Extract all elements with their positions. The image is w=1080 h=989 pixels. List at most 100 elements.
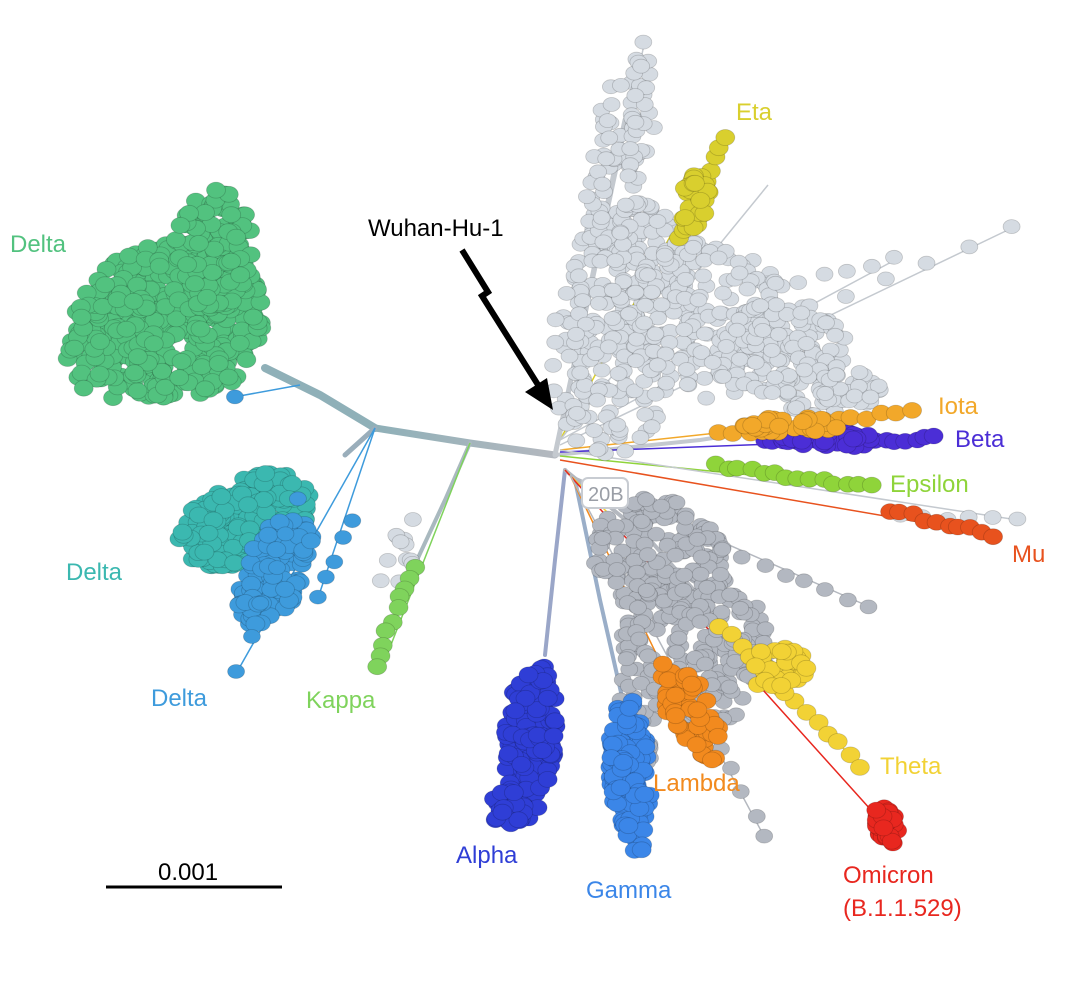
tip-delta-1: [221, 252, 242, 270]
tip-gray-lower: [731, 784, 750, 799]
tip-alpha: [532, 742, 553, 759]
tip-gray: [689, 292, 708, 308]
tip-gray: [590, 295, 608, 311]
tip-gray-lower: [632, 675, 650, 691]
tip-lambda: [658, 671, 679, 689]
tip-gray-lower: [676, 510, 695, 526]
label-delta-2: Delta: [66, 559, 123, 586]
tip-theta: [796, 704, 817, 721]
tip-delta-3: [251, 595, 270, 611]
tip-gray: [656, 346, 675, 362]
branch-delta-3b: [317, 427, 376, 599]
tip-gray: [676, 271, 695, 287]
tip-delta-1: [155, 378, 175, 396]
tip-gray: [838, 263, 856, 279]
label-theta: Theta: [880, 753, 942, 780]
tip-iota: [769, 417, 789, 435]
tip-delta-1: [73, 379, 94, 397]
tip-gray-lower: [674, 582, 693, 598]
tip-gray: [863, 258, 881, 274]
tip-beta: [843, 430, 864, 448]
tip-theta: [721, 625, 742, 643]
label-omicron-sub: (B.1.1.529): [843, 895, 962, 922]
tip-delta-1: [230, 266, 251, 284]
tip-gray: [598, 113, 617, 128]
tip-alpha: [511, 756, 532, 773]
tip-gray: [378, 553, 397, 568]
tip-gray: [769, 326, 788, 342]
tip-gray-lower: [777, 568, 795, 583]
tip-kappa: [388, 599, 409, 616]
tip-delta-1: [165, 231, 186, 249]
tip-gray-lower: [688, 531, 707, 547]
tip-gray-lower: [698, 579, 717, 595]
tip-gray: [614, 274, 633, 290]
tip-mu: [983, 528, 1003, 546]
tip-gray-lower: [747, 809, 766, 824]
reference-arrow: Wuhan-Hu-1: [368, 215, 553, 410]
tip-gray: [643, 284, 661, 300]
tip-gray-lower: [669, 630, 688, 646]
tip-delta-3: [268, 560, 286, 575]
tip-gray: [652, 297, 671, 313]
label-kappa: Kappa: [306, 687, 376, 714]
tip-omicron: [881, 832, 902, 850]
tip-delta-2: [282, 475, 303, 493]
tip-gray: [695, 370, 714, 386]
tip-lambda: [708, 728, 728, 745]
tip-delta-1: [188, 234, 209, 252]
tip-gray: [625, 383, 644, 399]
tip-alpha: [504, 784, 524, 801]
tip-gray-lower: [627, 564, 646, 580]
tip-eta: [690, 191, 711, 209]
tip-gray: [837, 289, 855, 304]
tip-gray: [692, 345, 711, 360]
label-eta: Eta: [736, 99, 773, 126]
tip-lambda: [686, 736, 707, 754]
tip-theta: [827, 733, 848, 750]
tip-theta: [745, 657, 766, 675]
trunk-gamma: [573, 478, 627, 712]
tip-gray: [616, 443, 635, 459]
tip-alpha: [537, 771, 558, 788]
tip-delta-1: [127, 382, 148, 400]
tip-gray: [714, 368, 732, 384]
tip-theta: [808, 714, 829, 731]
tip-gray: [960, 239, 979, 255]
tip-gray: [588, 442, 607, 458]
tip-delta-3: [301, 532, 321, 550]
tip-gray-lower: [691, 614, 710, 630]
tip-delta-3: [276, 526, 295, 542]
trunk-delta-lower: [342, 425, 378, 458]
tip-delta-1: [197, 288, 217, 306]
clade-labels: Delta Delta Delta Kappa Alpha Gamma Lamb…: [10, 99, 1045, 922]
tip-gray: [589, 164, 607, 180]
tip-gray: [1008, 511, 1027, 527]
tip-gray: [568, 405, 586, 421]
scale-bar-label: 0.001: [158, 859, 218, 886]
tip-gray: [627, 331, 646, 347]
tip-gray-lower: [722, 760, 740, 776]
tip-gray: [546, 334, 565, 350]
tip-gray-lower: [720, 679, 739, 695]
tip-gray: [717, 339, 736, 354]
tip-delta-1: [123, 292, 144, 310]
tip-gray: [797, 336, 816, 351]
tip-gamma: [618, 817, 639, 835]
tip-eta: [685, 174, 705, 192]
tip-delta-1: [243, 308, 264, 326]
tip-iota: [742, 416, 763, 434]
trunk-kappa: [408, 441, 472, 577]
tip-alpha: [505, 702, 526, 720]
tip-gray: [588, 392, 606, 408]
tip-gray: [608, 417, 627, 433]
tip-delta-1: [152, 362, 172, 380]
tip-delta-1: [226, 228, 247, 246]
tip-delta-3: [316, 569, 335, 585]
tip-gray: [371, 573, 390, 589]
tip-theta: [771, 677, 792, 694]
tip-gray-lower: [639, 648, 657, 664]
tip-theta: [771, 643, 792, 660]
tip-gray-lower: [756, 558, 775, 573]
tip-gray: [694, 268, 713, 284]
